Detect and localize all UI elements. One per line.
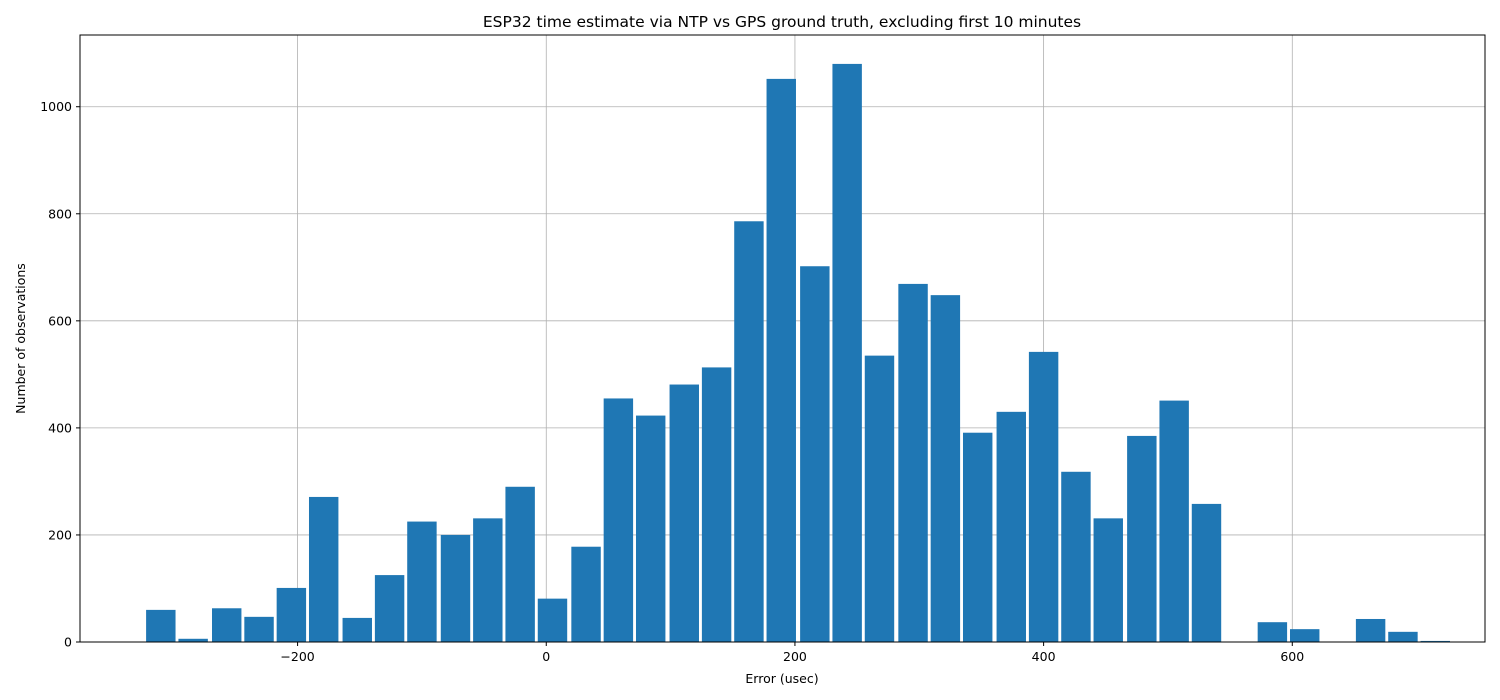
histogram-bar (864, 355, 895, 642)
histogram-bar (1420, 640, 1450, 642)
x-tick-label: 0 (542, 649, 550, 664)
histogram-bar (669, 384, 699, 642)
y-axis-label: Number of observations (13, 263, 28, 414)
histogram-bar (1127, 435, 1157, 642)
x-tick-label: 600 (1280, 649, 1304, 664)
histogram-bar (832, 63, 862, 642)
histogram-bar (996, 411, 1026, 642)
histogram-bar (1061, 471, 1091, 642)
x-axis-label: Error (usec) (745, 671, 818, 686)
y-tick-label: 200 (48, 527, 72, 542)
histogram-bar (1093, 518, 1123, 642)
histogram-bar (571, 546, 601, 642)
histogram-bar (178, 638, 208, 642)
histogram-bar (342, 617, 372, 642)
y-tick-label: 0 (64, 635, 72, 650)
histogram-bar (1355, 618, 1386, 642)
x-axis-ticks: −200 0 200 400 600 (280, 642, 1304, 664)
x-tick-label: 200 (783, 649, 807, 664)
histogram-bar (440, 534, 471, 642)
histogram-bar (635, 415, 666, 642)
y-tick-label: 800 (48, 206, 72, 221)
histogram-bar (374, 575, 405, 642)
y-tick-label: 1000 (40, 99, 72, 114)
histogram-bar (1191, 503, 1222, 642)
histogram-bar (1289, 629, 1320, 642)
histogram-bar (930, 295, 961, 642)
histogram-bar (505, 486, 535, 642)
y-tick-label: 400 (48, 420, 72, 435)
histogram-bar (800, 266, 830, 642)
histogram-bar (766, 78, 796, 643)
histogram-bar (276, 587, 307, 642)
histogram-bar (1159, 400, 1189, 642)
chart-title: ESP32 time estimate via NTP vs GPS groun… (483, 13, 1081, 31)
bars (146, 63, 1450, 643)
y-axis-ticks: 0 200 400 600 800 1000 (40, 99, 80, 650)
histogram-bar (603, 398, 634, 642)
histogram-bar (898, 283, 928, 642)
histogram-bar (244, 616, 274, 642)
histogram-bar (962, 432, 993, 642)
histogram-bar (146, 609, 176, 642)
histogram-bar (734, 221, 764, 642)
x-tick-label: −200 (280, 649, 314, 664)
histogram-bar (407, 521, 437, 642)
histogram-bar (1257, 622, 1288, 642)
x-tick-label: 400 (1032, 649, 1056, 664)
histogram-bar (1028, 351, 1059, 642)
histogram-bar (1388, 631, 1418, 642)
plot-frame (79, 34, 1486, 643)
histogram-bar (212, 608, 242, 642)
histogram-bar (537, 598, 568, 642)
histogram-bar (308, 496, 339, 642)
y-tick-label: 600 (48, 313, 72, 328)
histogram-bar (473, 518, 503, 642)
histogram-bar (701, 367, 732, 642)
